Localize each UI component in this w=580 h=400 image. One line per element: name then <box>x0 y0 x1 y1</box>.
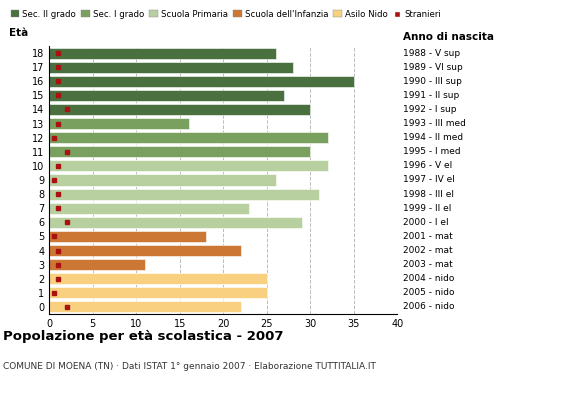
Text: 2006 - nido: 2006 - nido <box>403 302 455 312</box>
Bar <box>49 174 276 186</box>
Bar <box>49 231 206 242</box>
Bar <box>49 48 276 58</box>
Text: 2005 - nido: 2005 - nido <box>403 288 455 297</box>
Text: Popolazione per età scolastica - 2007: Popolazione per età scolastica - 2007 <box>3 330 284 343</box>
Bar <box>49 104 310 115</box>
Bar <box>49 217 302 228</box>
Bar <box>49 287 267 298</box>
Bar <box>49 273 267 284</box>
Bar <box>49 259 145 270</box>
Bar <box>49 62 293 73</box>
Text: Età: Età <box>9 28 28 38</box>
Text: 1998 - III el: 1998 - III el <box>403 190 454 199</box>
Bar <box>49 146 310 157</box>
Text: 1990 - III sup: 1990 - III sup <box>403 77 462 86</box>
Text: 1992 - I sup: 1992 - I sup <box>403 105 456 114</box>
Bar <box>49 160 328 171</box>
Bar <box>49 245 241 256</box>
Text: 1994 - II med: 1994 - II med <box>403 133 463 142</box>
Text: 2003 - mat: 2003 - mat <box>403 260 453 269</box>
Legend: Sec. II grado, Sec. I grado, Scuola Primaria, Scuola dell'Infanzia, Asilo Nido, : Sec. II grado, Sec. I grado, Scuola Prim… <box>7 6 445 22</box>
Text: Anno di nascita: Anno di nascita <box>403 32 494 42</box>
Bar <box>49 302 241 312</box>
Text: 1997 - IV el: 1997 - IV el <box>403 176 455 184</box>
Text: 2000 - I el: 2000 - I el <box>403 218 449 227</box>
Text: 1996 - V el: 1996 - V el <box>403 161 452 170</box>
Text: COMUNE DI MOENA (TN) · Dati ISTAT 1° gennaio 2007 · Elaborazione TUTTITALIA.IT: COMUNE DI MOENA (TN) · Dati ISTAT 1° gen… <box>3 362 376 371</box>
Text: 1991 - II sup: 1991 - II sup <box>403 91 459 100</box>
Bar <box>49 189 319 200</box>
Bar <box>49 132 328 143</box>
Text: 2004 - nido: 2004 - nido <box>403 274 455 283</box>
Bar <box>49 203 249 214</box>
Bar <box>49 90 284 101</box>
Text: 1999 - II el: 1999 - II el <box>403 204 451 213</box>
Text: 1989 - VI sup: 1989 - VI sup <box>403 63 463 72</box>
Text: 1993 - III med: 1993 - III med <box>403 119 466 128</box>
Text: 2002 - mat: 2002 - mat <box>403 246 453 255</box>
Text: 1988 - V sup: 1988 - V sup <box>403 48 460 58</box>
Bar <box>49 76 354 87</box>
Text: 2001 - mat: 2001 - mat <box>403 232 453 241</box>
Bar <box>49 118 188 129</box>
Text: 1995 - I med: 1995 - I med <box>403 147 461 156</box>
